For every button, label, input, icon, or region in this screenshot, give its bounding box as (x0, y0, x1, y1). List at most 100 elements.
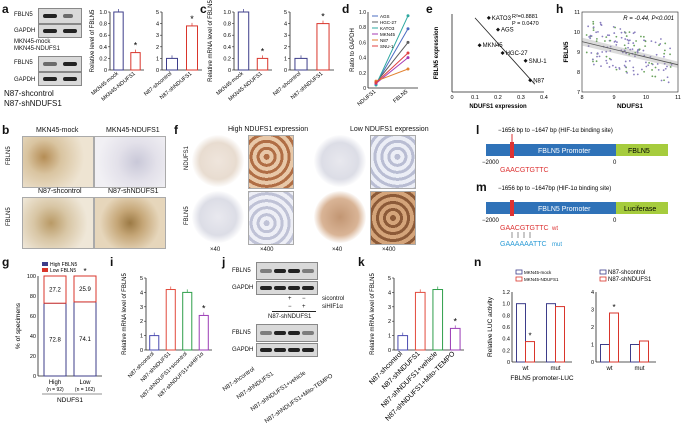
panel-label-g: g (2, 255, 10, 269)
bar (166, 57, 178, 71)
data-point (644, 40, 647, 43)
y-tick-label: 9 (577, 50, 580, 56)
seq-mut: GAAAAAATTC (500, 241, 547, 248)
legend-swatch (599, 269, 607, 275)
data-point (623, 64, 626, 67)
hif-site (510, 200, 514, 216)
bar (294, 57, 308, 71)
data-point (643, 39, 645, 42)
y-tick-label: 40 (30, 334, 36, 340)
y-tick-label: 2 (591, 325, 594, 331)
data-point (608, 34, 611, 37)
data-point (596, 52, 599, 54)
data-point (523, 58, 528, 63)
y-tick-label: 0.8 (99, 22, 107, 28)
significance-star: * (83, 267, 86, 276)
data-point (664, 67, 667, 70)
chart-i: 012345N87-shcontrolN87-shNDUFS1N87-shNDU… (122, 272, 212, 400)
data-point (587, 25, 590, 28)
hif-site (510, 142, 514, 158)
data-point (640, 35, 642, 38)
legend-label: KATO3 (380, 26, 395, 31)
blot-image (256, 324, 318, 342)
y-tick-label: 100 (27, 274, 36, 280)
y-tick-label: 5 (284, 10, 287, 16)
data-point (628, 53, 631, 56)
plot-frame (581, 11, 679, 93)
y-tick-label: 1 (156, 56, 159, 62)
panel-label-n: n (474, 255, 482, 269)
data-point (656, 63, 659, 65)
data-point (636, 73, 639, 76)
data-point (613, 32, 616, 34)
y-tick-label: 0.2 (223, 56, 231, 62)
gene-box (616, 144, 668, 156)
y-tick-label: 0 (104, 68, 107, 74)
data-point (406, 56, 410, 60)
x-axis-label: NDUFS1 (617, 103, 643, 110)
y-tick-label: 0.4 (223, 45, 231, 51)
y-tick-label: 0 (140, 348, 143, 354)
category-label: Low (79, 380, 91, 386)
data-point (610, 58, 612, 61)
y-tick-label: 60 (30, 314, 36, 320)
y-tick-label: 4 (156, 22, 159, 28)
data-point (662, 69, 665, 72)
bar (43, 275, 67, 304)
y-tick-label: 8 (577, 70, 580, 76)
lane-label: N87-shNDUFS1+vehicle (250, 370, 308, 413)
data-point (406, 40, 410, 44)
data-point (605, 50, 608, 53)
category-label: wt (606, 366, 613, 372)
bar (516, 303, 526, 363)
data-point (650, 62, 653, 65)
y-tick-label: 10 (574, 30, 580, 36)
f-row-label: FBLN5 (184, 206, 190, 225)
data-point (620, 36, 623, 39)
bar (525, 341, 535, 363)
blot-label: GAPDH (14, 77, 36, 83)
panel-label-h: h (556, 2, 564, 16)
point-label: MKN45 (483, 43, 504, 49)
data-point (374, 81, 378, 85)
bar (237, 11, 250, 71)
mag-label: ×40 (332, 247, 343, 253)
y-tick-label: 0 (363, 86, 366, 92)
y-tick-label: 0.6 (223, 33, 231, 39)
y-tick-label: 11 (574, 10, 580, 16)
point-label: N87 (533, 78, 545, 84)
blot-label: FBLN5 (14, 12, 33, 18)
data-point (623, 31, 626, 34)
y-tick-label: 1.0 (359, 10, 366, 16)
micrograph (94, 136, 166, 188)
data-point (615, 35, 618, 38)
data-point (598, 55, 601, 58)
data-point (633, 31, 636, 34)
x-tick-label: 11 (675, 95, 681, 101)
bar (397, 335, 409, 351)
tma-core (192, 191, 244, 243)
data-point (632, 32, 635, 35)
y-tick-label: 1.0 (502, 302, 510, 308)
x-tick-label: 8 (580, 95, 583, 101)
data-point (624, 38, 627, 40)
lane-label: N87-shNDUFS1+Mito-TEMPO (264, 373, 335, 425)
data-point (624, 66, 627, 68)
x-axis-label: NDUFS1 (57, 397, 83, 404)
significance-star: * (261, 46, 265, 56)
y-tick-label: 1 (140, 334, 143, 340)
b-label: MKN45-NDUFS1 (106, 127, 160, 134)
chart-a-left: 00.20.40.60.81.0MKN45-mock*MKN45-NDUFS1R… (90, 9, 144, 103)
zero-label: 0 (613, 160, 617, 166)
bar (113, 11, 124, 71)
data-point (599, 21, 602, 24)
y-axis-label: Relative mRNA level of FBLN5 (122, 272, 128, 354)
data-point (616, 41, 618, 44)
y-tick-label: 0.2 (99, 56, 107, 62)
data-point (660, 79, 663, 82)
pm-sign: + (302, 304, 306, 310)
legend-label: Low FBLN5 (50, 268, 76, 274)
y-tick-label: 0.8 (359, 25, 366, 31)
bar (186, 25, 198, 71)
